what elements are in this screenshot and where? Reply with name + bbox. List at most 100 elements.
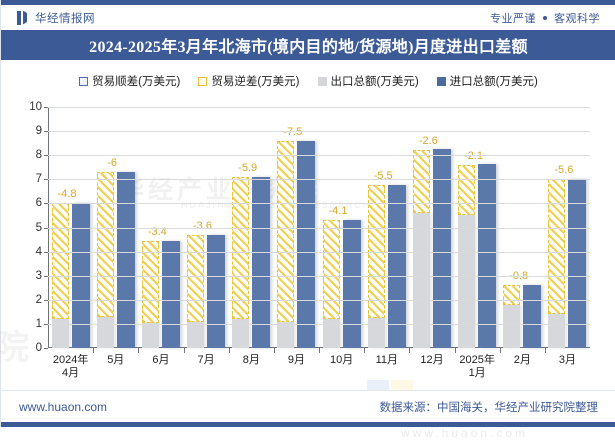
bar-export[interactable] xyxy=(412,213,430,348)
bar-deficit[interactable] xyxy=(232,176,250,320)
x-axis-label: 12月 xyxy=(409,354,454,380)
bar-import[interactable] xyxy=(207,234,226,348)
bar-export[interactable] xyxy=(232,319,250,348)
y-tick-mark xyxy=(44,179,48,181)
gridline xyxy=(48,155,590,157)
legend-label: 贸易顺差(万美元) xyxy=(92,76,181,88)
y-axis-tick-label: 1 xyxy=(35,317,42,330)
bar-export[interactable] xyxy=(322,319,340,348)
data-label-deficit: -5.5 xyxy=(373,170,393,183)
x-tick-mark xyxy=(319,348,321,353)
bar-group[interactable]: -3.4 xyxy=(138,107,183,353)
x-tick-mark xyxy=(273,348,275,353)
bar-export[interactable] xyxy=(503,304,521,348)
bar-import[interactable] xyxy=(342,220,361,348)
x-tick-mark xyxy=(544,348,546,353)
bar-import[interactable] xyxy=(116,172,135,348)
bar-group[interactable]: -5.9 xyxy=(228,107,274,353)
bar-export[interactable] xyxy=(96,316,114,348)
bar-export[interactable] xyxy=(277,321,295,348)
bar-deficit[interactable] xyxy=(51,203,69,320)
gridline xyxy=(48,227,590,229)
legend-item-2[interactable]: 出口总额(万美元) xyxy=(317,73,419,89)
bar-group[interactable]: -0.8 xyxy=(499,107,545,353)
top-accent-rule xyxy=(1,0,615,5)
x-axis-label: 2024年 4月 xyxy=(48,354,93,380)
legend-label: 贸易逆差(万美元) xyxy=(211,76,300,88)
slogan-left: 专业严谨 xyxy=(490,12,536,25)
data-label-deficit: -3.4 xyxy=(147,225,167,238)
bar-deficit[interactable] xyxy=(277,140,295,322)
bar-deficit[interactable] xyxy=(322,220,340,320)
bar-import[interactable] xyxy=(252,176,271,348)
watermark-url: www.huaon.com xyxy=(401,426,529,440)
bar-group[interactable]: -6 xyxy=(93,107,138,353)
bar-import[interactable] xyxy=(432,149,451,348)
y-tick-mark xyxy=(44,107,48,108)
bar-group[interactable]: -5.6 xyxy=(544,107,590,353)
bar-deficit[interactable] xyxy=(187,234,205,322)
x-axis-label-line1: 9月 xyxy=(287,354,305,366)
brand-name: 华经情报网 xyxy=(35,12,95,25)
bar-export[interactable] xyxy=(51,319,69,348)
bar-import[interactable] xyxy=(161,240,180,348)
x-axis-label: 3月 xyxy=(545,354,590,380)
x-axis-label: 2月 xyxy=(500,354,545,380)
data-label-deficit: -4.8 xyxy=(57,188,77,201)
bar-import[interactable] xyxy=(478,163,497,348)
legend-swatch-icon xyxy=(198,76,208,86)
x-axis-label: 2025年 1月 xyxy=(455,354,500,380)
y-tick-mark xyxy=(44,131,48,133)
bar-deficit[interactable] xyxy=(548,179,566,315)
bar-import[interactable] xyxy=(523,285,542,348)
x-axis-label-line1: 2月 xyxy=(513,354,531,366)
bar-export[interactable] xyxy=(548,314,566,348)
legend-swatch-icon xyxy=(79,76,89,86)
bar-deficit[interactable] xyxy=(141,240,159,323)
x-axis-label-line1: 7月 xyxy=(197,354,215,366)
bar-export[interactable] xyxy=(367,317,385,348)
y-axis-tick-label: 5 xyxy=(35,221,42,234)
y-tick-mark xyxy=(44,299,48,301)
header-slogan: 专业严谨 客观科学 xyxy=(490,10,600,26)
y-axis-tick-label: 10 xyxy=(29,101,42,113)
gridline xyxy=(48,203,590,205)
y-tick-mark xyxy=(44,251,48,253)
x-tick-mark xyxy=(93,348,95,353)
x-axis-label: 10月 xyxy=(319,354,364,380)
legend-label: 出口总额(万美元) xyxy=(330,76,419,88)
x-axis-label: 11月 xyxy=(364,354,409,380)
x-axis-label-line1: 5月 xyxy=(107,354,125,366)
x-axis-label-line1: 3月 xyxy=(558,354,577,366)
x-axis-labels: 2024年 4月 5月 6月 7月 8月 9月 10月 11月 12月 2025年 1月 2月 3月 xyxy=(48,354,590,380)
x-tick-mark xyxy=(454,348,456,353)
footer-url[interactable]: www.huaon.com xyxy=(19,399,108,414)
bar-deficit[interactable] xyxy=(96,172,114,317)
bar-deficit[interactable] xyxy=(458,164,476,216)
bar-group[interactable]: -2.1 xyxy=(454,107,500,353)
huajing-logo-icon xyxy=(17,10,29,25)
bar-export[interactable] xyxy=(458,215,476,348)
x-axis-label: 5月 xyxy=(93,354,138,380)
legend-item-3[interactable]: 进口总额(万美元) xyxy=(436,73,538,89)
gridline xyxy=(48,275,590,277)
y-axis-tick-label: 6 xyxy=(35,197,42,210)
data-label-deficit: -2.6 xyxy=(418,135,438,148)
y-tick-mark xyxy=(44,155,48,157)
bar-import[interactable] xyxy=(387,185,406,348)
x-axis-label: 7月 xyxy=(184,354,229,380)
bar-group[interactable]: -2.6 xyxy=(409,107,454,353)
bar-deficit[interactable] xyxy=(503,285,521,305)
legend-item-0[interactable]: 贸易顺差(万美元) xyxy=(79,73,180,89)
bar-import[interactable] xyxy=(568,179,587,348)
bar-deficit[interactable] xyxy=(412,150,430,214)
bar-export[interactable] xyxy=(187,321,205,348)
x-axis-label: 8月 xyxy=(229,354,274,380)
footer-bar: www.huaon.com 数据来源：中国海关，华经产业研究院整理 xyxy=(1,390,615,422)
page-title: 2024-2025年3月年北海市(境内目的地/货源地)月度进出口差额 xyxy=(89,39,528,56)
legend-item-1[interactable]: 贸易逆差(万美元) xyxy=(198,73,300,89)
x-axis xyxy=(48,347,590,348)
data-label-deficit: -5.6 xyxy=(554,164,574,177)
bar-export[interactable] xyxy=(141,322,159,348)
bar-import[interactable] xyxy=(297,140,316,348)
